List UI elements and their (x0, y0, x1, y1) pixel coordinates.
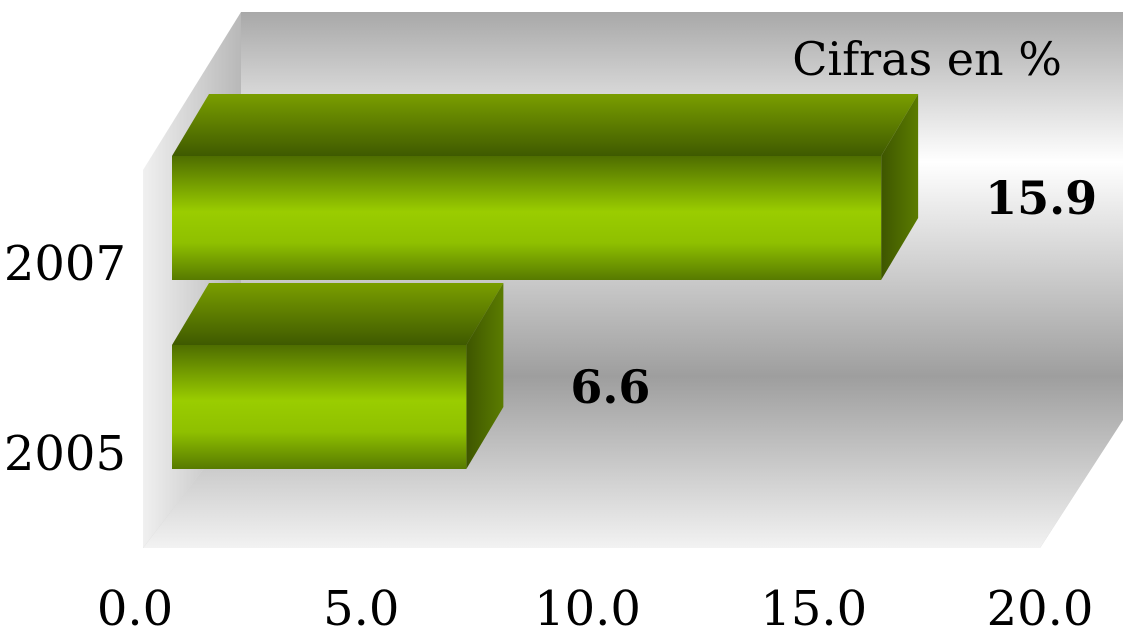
bars (172, 94, 919, 469)
bar-top-face (172, 94, 919, 156)
bar-side-face (881, 94, 919, 280)
bar-top-face (172, 283, 504, 345)
unit-label: Cifras en % (792, 32, 1062, 86)
value-axis: 0.0 5.0 10.0 15.0 20.0 (97, 581, 1094, 632)
x-tick-label: 0.0 (97, 581, 173, 632)
x-tick-label: 5.0 (323, 581, 399, 632)
bar-front-face (172, 156, 882, 280)
data-label-2005: 6.6 (570, 360, 650, 414)
x-tick-label: 20.0 (987, 581, 1094, 632)
category-label-2005: 2005 (4, 426, 126, 482)
data-label-2007: 15.9 (985, 171, 1097, 225)
bar-2007 (172, 94, 919, 280)
data-labels: 15.9 6.6 (570, 171, 1097, 414)
bar-side-face (466, 283, 504, 469)
bar-front-face (172, 345, 467, 469)
x-tick-label: 10.0 (534, 581, 641, 632)
category-label-2007: 2007 (4, 236, 126, 292)
bar-2005 (172, 283, 504, 469)
category-axis: 2007 2005 (4, 236, 126, 482)
x-tick-label: 15.0 (760, 581, 867, 632)
